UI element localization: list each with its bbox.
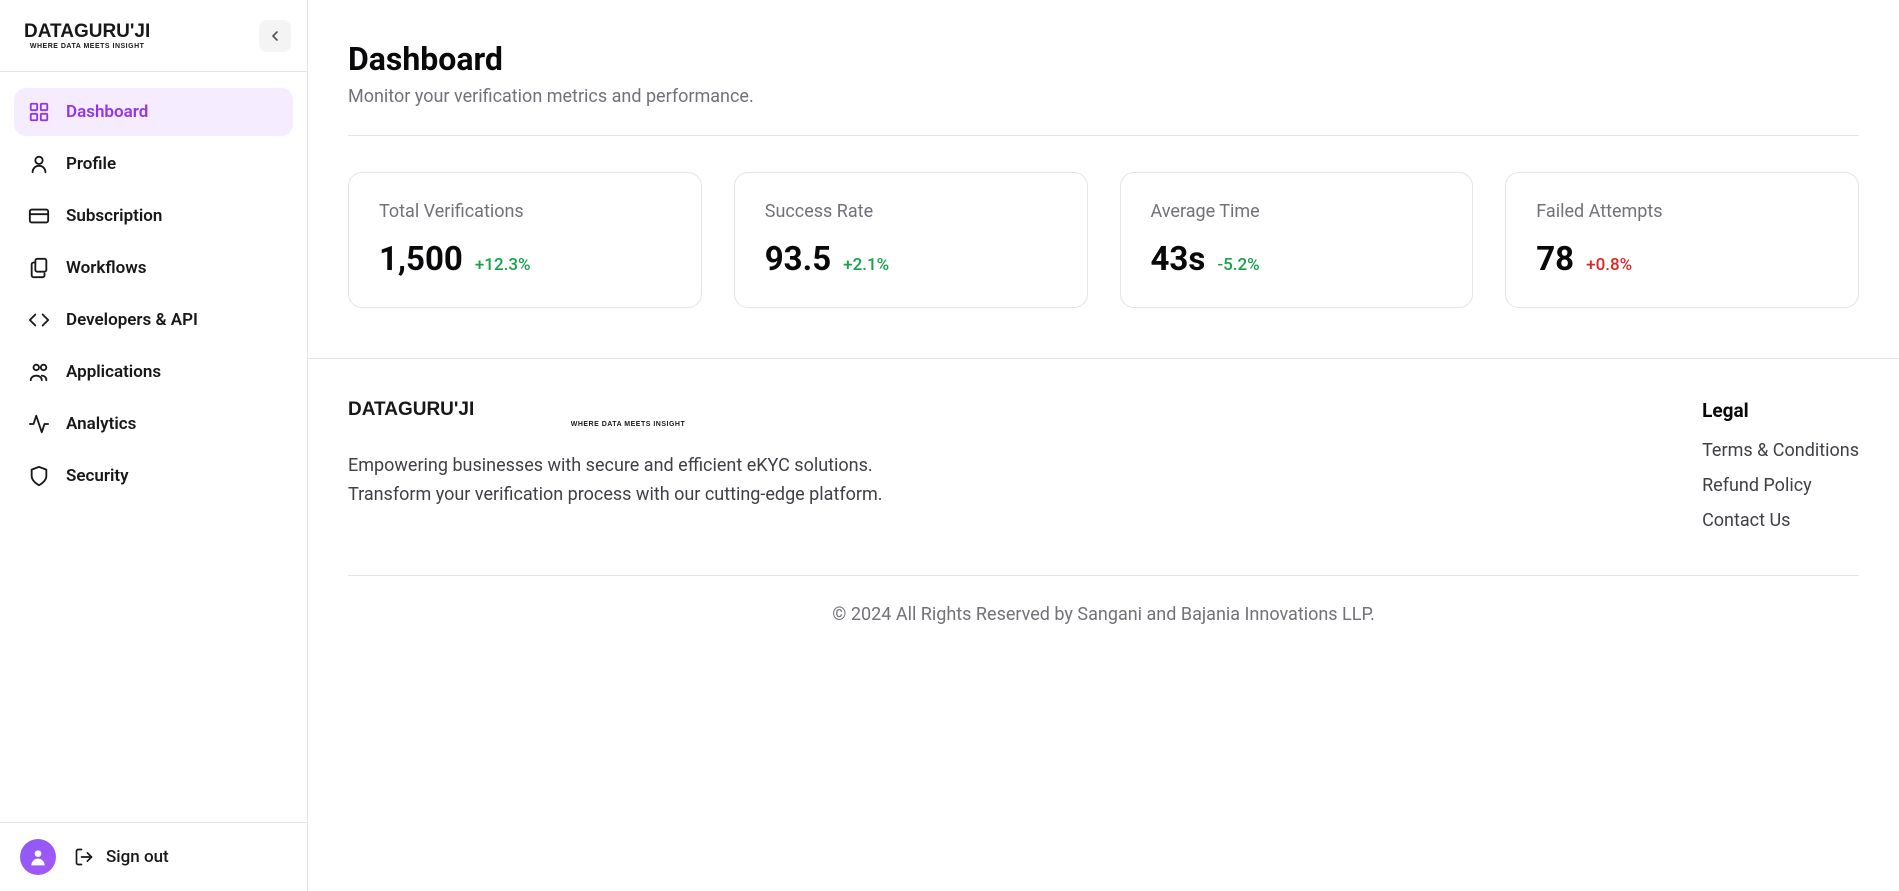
- page-subtitle: Monitor your verification metrics and pe…: [348, 86, 1859, 107]
- sidebar-item-applications[interactable]: Applications: [14, 348, 293, 396]
- sidebar-item-label: Analytics: [66, 414, 136, 434]
- metric-change: +0.8%: [1586, 255, 1632, 275]
- avatar[interactable]: [20, 839, 56, 875]
- users-icon: [28, 361, 50, 383]
- sidebar-item-workflows[interactable]: Workflows: [14, 244, 293, 292]
- signout-label: Sign out: [106, 847, 169, 867]
- sidebar-item-label: Workflows: [66, 258, 147, 278]
- copyright-section: © 2024 All Rights Reserved by Sangani an…: [348, 575, 1859, 653]
- metric-card-success-rate: Success Rate 93.5 +2.1%: [734, 172, 1088, 308]
- footer-brand-tagline: WHERE DATA MEETS INSIGHT: [348, 421, 908, 428]
- metric-change: +12.3%: [475, 255, 531, 275]
- metric-card-total-verifications: Total Verifications 1,500 +12.3%: [348, 172, 702, 308]
- metric-value: 78: [1536, 240, 1574, 279]
- metric-value: 1,500: [379, 240, 463, 279]
- sidebar-item-security[interactable]: Security: [14, 452, 293, 500]
- shield-icon: [28, 465, 50, 487]
- signout-button[interactable]: Sign out: [74, 847, 169, 867]
- brand-name: DATAGURU'JI: [24, 21, 150, 43]
- sidebar: DATAGURU'JI WHERE DATA MEETS INSIGHT Das…: [0, 0, 308, 891]
- sidebar-item-label: Security: [66, 466, 129, 486]
- metric-change: -5.2%: [1217, 255, 1259, 275]
- page-title: Dashboard: [348, 40, 1859, 78]
- sidebar-item-subscription[interactable]: Subscription: [14, 192, 293, 240]
- sidebar-item-profile[interactable]: Profile: [14, 140, 293, 188]
- footer-logo: DATAGURU'JI WHERE DATA MEETS INSIGHT: [348, 399, 908, 428]
- footer-legal-heading: Legal: [1702, 399, 1859, 422]
- footer-brand-name: DATAGURU'JI: [348, 399, 908, 421]
- metric-card-average-time: Average Time 43s -5.2%: [1120, 172, 1474, 308]
- avatar-icon: [28, 847, 48, 867]
- footer-description: Empowering businesses with secure and ef…: [348, 452, 908, 510]
- metric-card-failed-attempts: Failed Attempts 78 +0.8%: [1505, 172, 1859, 308]
- metric-value: 43s: [1151, 240, 1206, 279]
- main-content: Dashboard Monitor your verification metr…: [308, 0, 1899, 891]
- footer-link-terms[interactable]: Terms & Conditions: [1702, 440, 1859, 461]
- user-icon: [28, 153, 50, 175]
- code-icon: [28, 309, 50, 331]
- footer-right: Legal Terms & Conditions Refund Policy C…: [1702, 399, 1859, 545]
- metric-label: Total Verifications: [379, 201, 671, 222]
- card-icon: [28, 205, 50, 227]
- metric-value: 93.5: [765, 240, 831, 279]
- signout-icon: [74, 847, 94, 867]
- footer-link-contact[interactable]: Contact Us: [1702, 510, 1859, 531]
- metric-label: Success Rate: [765, 201, 1057, 222]
- chevron-left-icon: [267, 28, 283, 44]
- metric-label: Failed Attempts: [1536, 201, 1828, 222]
- sidebar-collapse-button[interactable]: [259, 20, 291, 52]
- footer-link-refund[interactable]: Refund Policy: [1702, 475, 1859, 496]
- sidebar-item-developers[interactable]: Developers & API: [14, 296, 293, 344]
- workflow-icon: [28, 257, 50, 279]
- sidebar-item-label: Subscription: [66, 206, 162, 226]
- sidebar-item-dashboard[interactable]: Dashboard: [14, 88, 293, 136]
- sidebar-nav: Dashboard Profile Subscription Workflows…: [0, 72, 307, 822]
- metric-change: +2.1%: [843, 255, 889, 275]
- metrics-grid: Total Verifications 1,500 +12.3% Success…: [348, 172, 1859, 308]
- sidebar-item-label: Developers & API: [66, 310, 198, 330]
- sidebar-item-label: Dashboard: [66, 102, 148, 122]
- footer-left: DATAGURU'JI WHERE DATA MEETS INSIGHT Emp…: [348, 399, 908, 510]
- copyright-text: © 2024 All Rights Reserved by Sangani an…: [388, 604, 1819, 625]
- sidebar-item-analytics[interactable]: Analytics: [14, 400, 293, 448]
- activity-icon: [28, 413, 50, 435]
- footer: DATAGURU'JI WHERE DATA MEETS INSIGHT Emp…: [308, 358, 1899, 575]
- sidebar-header: DATAGURU'JI WHERE DATA MEETS INSIGHT: [0, 0, 307, 72]
- brand-logo[interactable]: DATAGURU'JI WHERE DATA MEETS INSIGHT: [24, 21, 150, 50]
- sidebar-item-label: Applications: [66, 362, 161, 382]
- sidebar-item-label: Profile: [66, 154, 116, 174]
- dashboard-icon: [28, 101, 50, 123]
- divider: [348, 135, 1859, 136]
- metric-label: Average Time: [1151, 201, 1443, 222]
- brand-tagline: WHERE DATA MEETS INSIGHT: [24, 43, 150, 50]
- sidebar-footer: Sign out: [0, 822, 307, 891]
